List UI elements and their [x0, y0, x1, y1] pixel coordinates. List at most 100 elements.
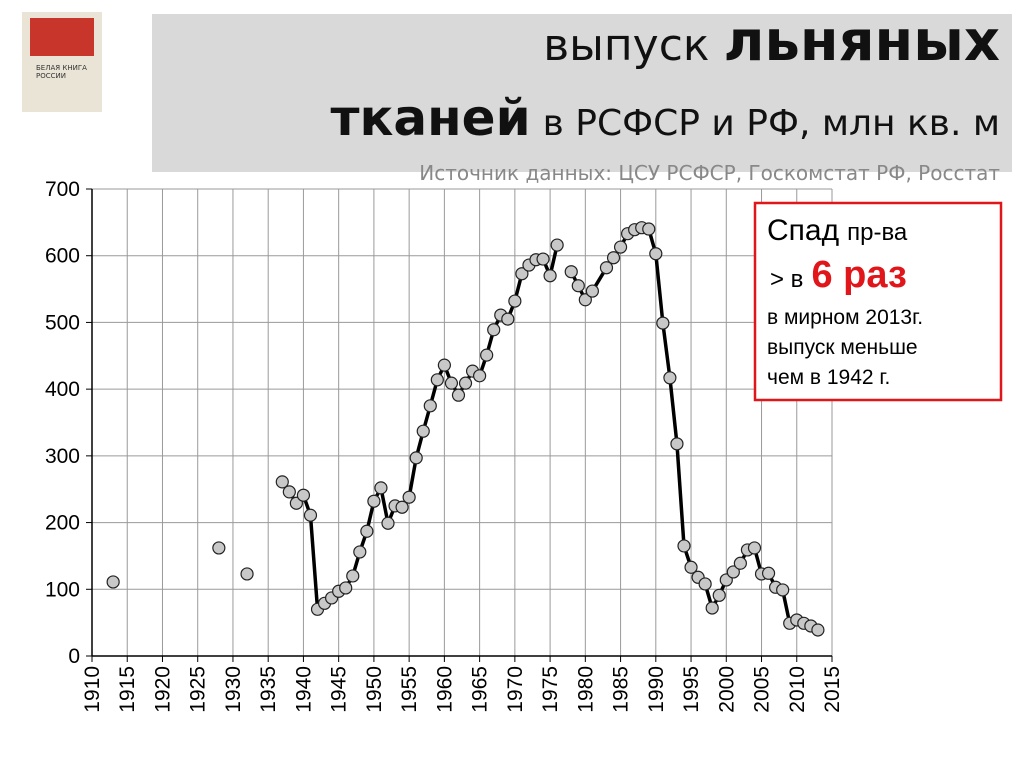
marker: [642, 222, 656, 236]
x-tick-label: 1990: [645, 666, 668, 713]
marker: [705, 601, 719, 615]
note-line: > в 6 раз: [770, 254, 907, 296]
title-part: льняных: [723, 9, 1000, 74]
marker: [275, 475, 289, 489]
x-tick-label: 1925: [187, 666, 210, 713]
note-box: [753, 201, 1003, 402]
marker: [649, 247, 663, 261]
note-word: пр-ва: [847, 219, 908, 246]
marker: [712, 588, 726, 602]
plot: 0 100 200 300 400 500 600 700 1910 1915 1920 1925 19…: [45, 178, 844, 713]
marker: [564, 265, 578, 279]
x-tick-label: 2015: [821, 666, 844, 713]
x-tick-label: 1940: [292, 666, 315, 713]
y-tick-label: 700: [45, 178, 80, 201]
marker: [409, 451, 423, 465]
marker: [346, 569, 360, 583]
marker: [677, 539, 691, 553]
x-tick-label: 1985: [610, 666, 633, 713]
marker: [451, 388, 466, 402]
x-tick-label: 2000: [715, 666, 738, 713]
marker: [423, 399, 437, 413]
marker: [444, 376, 459, 390]
title-part: в РСФСР и РФ, млн кв. м: [543, 103, 1000, 144]
note: Спад пр-ва > в 6 раз в мирном 2013г. выпус…: [767, 214, 923, 389]
marker: [339, 581, 353, 595]
marker: [367, 494, 381, 508]
marker: [613, 240, 628, 254]
marker: [536, 252, 550, 266]
marker: [550, 238, 564, 252]
note-line: выпуск меньше: [767, 336, 918, 359]
x-tick-label: 1920: [151, 666, 174, 713]
source: Источник данных: ЦСУ РСФСР, Госкомстат Р…: [419, 161, 1000, 185]
marker: [353, 545, 367, 559]
marker: [599, 261, 614, 275]
marker: [437, 358, 451, 372]
note-word: > в: [770, 266, 803, 293]
x-tick-label: 1980: [574, 666, 597, 713]
x-tick-label: 1950: [363, 666, 386, 713]
y-tick-label: 300: [45, 445, 80, 468]
marker: [508, 294, 522, 308]
cover-title: БЕЛАЯ КНИГА РОССИИ: [36, 64, 87, 80]
marker: [698, 577, 712, 591]
y-tick-label: 400: [45, 378, 80, 401]
marker: [670, 437, 684, 451]
note-line: в мирном 2013г.: [767, 306, 923, 329]
marker: [395, 500, 409, 514]
y-tick-label: 600: [45, 245, 80, 268]
marker: [578, 293, 592, 307]
marker: [106, 575, 120, 589]
x-tick-label: 1995: [680, 666, 703, 713]
title-line: тканей в РСФСР и РФ, млн кв. м: [330, 89, 1000, 147]
marker: [416, 424, 430, 438]
marker: [473, 369, 487, 383]
marker: [282, 485, 296, 499]
y-tick-label: 100: [45, 578, 80, 601]
note-word: 6 раз: [811, 254, 906, 296]
marker: [726, 565, 740, 579]
x-tick-label: 2005: [751, 666, 774, 713]
x-tick-label: 1955: [398, 666, 421, 713]
marker: [374, 481, 388, 495]
title-box: [152, 14, 1012, 172]
cover-art: [30, 18, 94, 56]
marker: [543, 269, 557, 283]
x-tick-label: 1960: [433, 666, 456, 713]
marker: [761, 566, 776, 580]
marker: [684, 560, 698, 574]
marker: [240, 567, 254, 581]
y-tick-label: 500: [45, 311, 80, 334]
note-line: чем в 1942 г.: [767, 366, 890, 389]
marker: [501, 312, 515, 326]
marker: [606, 251, 621, 265]
marker: [585, 284, 599, 298]
marker: [515, 267, 529, 281]
marker: [487, 323, 501, 337]
marker: [296, 488, 311, 502]
x-tick-label: 1945: [328, 666, 351, 713]
x-tick-label: 1975: [539, 666, 562, 713]
marker: [402, 490, 416, 504]
marker: [776, 583, 790, 597]
marker: [360, 524, 374, 538]
title-line: выпуск льняных: [543, 9, 1000, 74]
marker: [663, 371, 677, 385]
x-tick-label: 1930: [222, 666, 245, 713]
note-word: Спад: [767, 214, 839, 247]
x-tick-label: 1965: [469, 666, 492, 713]
marker: [430, 373, 444, 387]
marker: [480, 348, 494, 362]
marker: [303, 508, 318, 522]
marker: [458, 376, 473, 390]
x-tick-label: 1935: [257, 666, 280, 713]
marker: [747, 541, 762, 555]
marker: [212, 541, 226, 555]
cover-line: РОССИИ: [36, 72, 66, 80]
x-tick-label: 1915: [116, 666, 139, 713]
title-part: тканей: [330, 89, 530, 147]
marker: [571, 279, 585, 293]
cover-line: БЕЛАЯ КНИГА: [36, 64, 87, 72]
marker: [811, 623, 825, 637]
